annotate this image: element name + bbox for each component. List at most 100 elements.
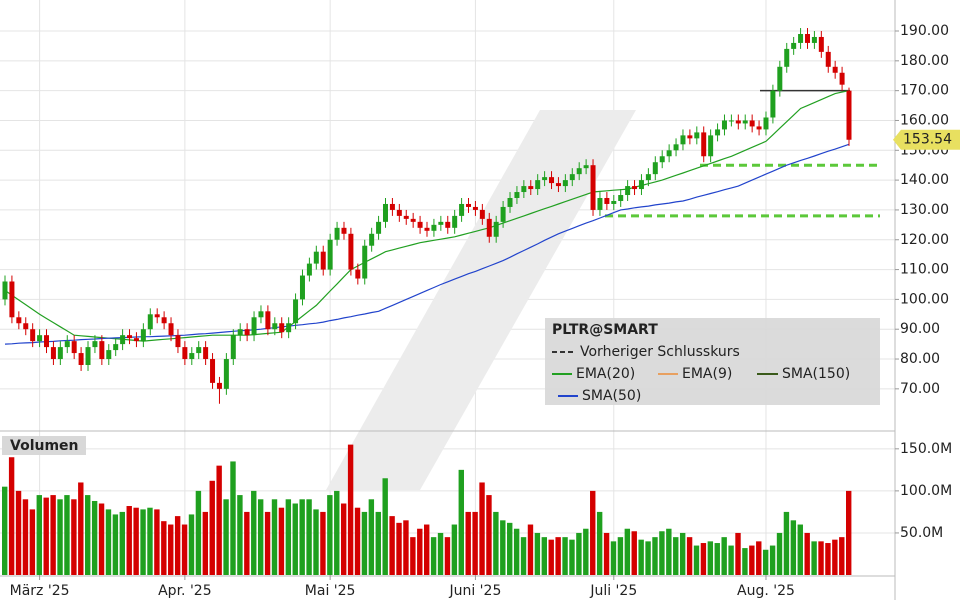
volume-bar	[403, 520, 409, 575]
candle-body	[272, 323, 278, 330]
candle-body	[590, 165, 596, 210]
candle-body	[583, 165, 589, 169]
candle-body	[265, 311, 271, 330]
volume-bar	[306, 499, 312, 575]
candle-body	[728, 120, 734, 122]
volume-bar	[465, 511, 471, 575]
candle-body	[701, 132, 707, 157]
volume-bar	[500, 520, 506, 575]
candle-body	[382, 203, 388, 222]
candle-body	[71, 341, 77, 354]
volume-bar	[209, 480, 215, 575]
volume-bar	[541, 537, 548, 575]
volume-bar	[631, 531, 637, 575]
volume-bar	[430, 537, 437, 575]
volume-bar	[811, 541, 817, 575]
volume-bar	[181, 524, 188, 575]
candle-body	[708, 135, 714, 157]
volume-bar	[36, 495, 42, 575]
candle-body	[30, 329, 36, 342]
candle-body	[770, 90, 776, 118]
volume-bar	[50, 495, 56, 575]
y-tick-label: 90.00	[900, 321, 940, 337]
legend-label: EMA(20)	[576, 366, 635, 382]
candle-body	[500, 206, 506, 222]
candle-body	[396, 209, 402, 216]
candle-body	[597, 198, 603, 210]
candle-body	[611, 200, 617, 204]
volume-bar	[562, 537, 568, 575]
legend-symbol: PLTR@SMART	[552, 322, 658, 338]
volume-bar	[673, 537, 679, 575]
volume-bar	[832, 539, 838, 575]
candle-body	[756, 126, 762, 130]
volume-bar	[424, 524, 430, 575]
candle-body	[37, 335, 43, 342]
volume-bar	[472, 511, 478, 575]
candle-body	[555, 183, 561, 187]
candle-body	[528, 186, 534, 190]
volume-bar	[57, 499, 63, 575]
watermark	[326, 110, 636, 490]
volume-bar	[112, 514, 119, 575]
candle-body	[140, 329, 146, 342]
candle-body	[721, 120, 727, 130]
volume-bar	[728, 545, 734, 575]
candle-body	[355, 269, 361, 279]
candle-body	[846, 90, 852, 140]
volume-bar	[161, 521, 167, 575]
volume-bar	[292, 503, 298, 575]
volume-bar	[776, 532, 783, 575]
candle-body	[120, 335, 126, 345]
candle-body	[306, 263, 312, 276]
volume-bar	[590, 490, 596, 575]
x-tick-label: Mai '25	[305, 583, 356, 599]
candle-body	[452, 215, 458, 228]
candle-body	[445, 221, 451, 228]
volume-bar	[839, 537, 845, 575]
x-tick-label: Aug. '25	[737, 583, 795, 599]
candle-body	[638, 180, 644, 190]
candle-body	[57, 347, 63, 360]
candle-body	[196, 347, 202, 354]
candle-body	[223, 359, 229, 389]
volume-bar	[354, 507, 361, 575]
volume-bar	[410, 537, 416, 575]
candle-body	[798, 33, 804, 43]
candle-body	[687, 135, 693, 139]
candle-body	[230, 335, 236, 360]
candle-body	[258, 311, 264, 318]
candle-body	[44, 335, 50, 348]
candle-body	[424, 227, 430, 231]
candle-body	[16, 317, 22, 324]
volume-bar	[85, 495, 91, 575]
candle-body	[804, 33, 810, 43]
candle-body	[576, 168, 582, 175]
candle-body	[410, 218, 416, 222]
y-tick-label: 100.0M	[900, 483, 952, 499]
candle-body	[549, 177, 555, 184]
volume-bar	[168, 524, 174, 575]
y-tick-label: 80.00	[900, 351, 940, 367]
candle-body	[493, 221, 499, 237]
volume-bar	[230, 461, 236, 575]
candle-body	[811, 36, 817, 43]
volume-bar	[29, 509, 36, 575]
volume-title: Volumen	[10, 438, 79, 454]
volume-bar	[71, 499, 77, 575]
candle-body	[542, 177, 548, 181]
candle-body	[168, 323, 174, 336]
candle-body	[313, 251, 319, 264]
y-tick-label: 130.00	[900, 202, 949, 218]
legend-label: SMA(150)	[782, 366, 850, 382]
candle-body	[535, 180, 541, 190]
volume-bar	[769, 545, 776, 575]
volume-bar	[285, 499, 292, 575]
candle-body	[417, 221, 423, 228]
x-tick-label: Juli '25	[589, 583, 637, 599]
candle-body	[154, 314, 160, 318]
y-tick-label: 110.00	[900, 262, 949, 278]
candle-body	[459, 203, 465, 216]
candle-body	[749, 120, 755, 127]
